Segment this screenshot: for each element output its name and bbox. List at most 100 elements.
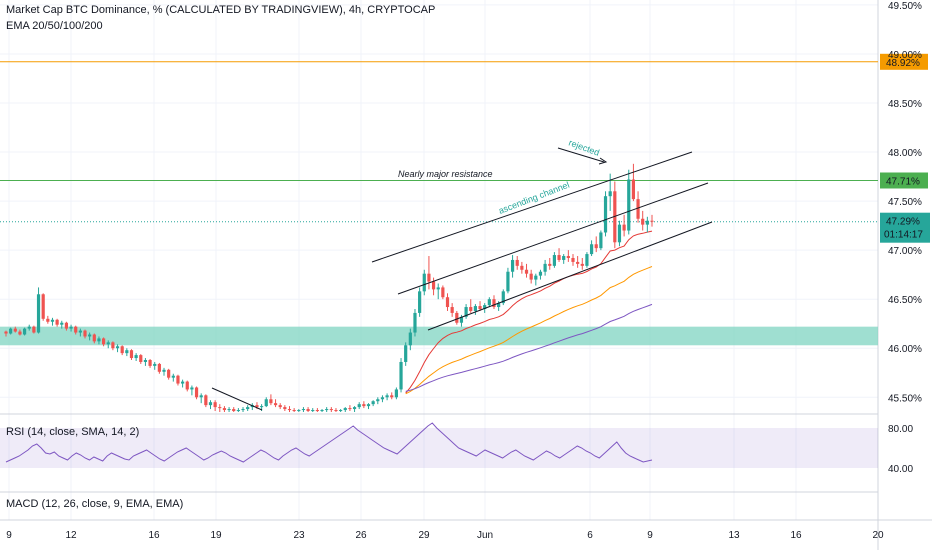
- price-tick: 49.00%: [888, 50, 922, 61]
- candle-body: [232, 409, 236, 412]
- candle-body: [269, 399, 273, 404]
- candle: [297, 409, 301, 412]
- candle-body: [529, 273, 533, 280]
- ema-lines: [405, 230, 653, 395]
- candle: [27, 324, 31, 331]
- candle: [176, 374, 180, 386]
- candle: [390, 392, 394, 400]
- candle-body: [538, 271, 543, 276]
- candle-body: [218, 407, 222, 409]
- candle: [487, 297, 491, 308]
- candle-body: [120, 346, 124, 354]
- candle-body: [501, 291, 505, 304]
- candle: [515, 256, 519, 270]
- candle: [543, 259, 547, 276]
- candle-body: [436, 287, 440, 290]
- candle: [60, 320, 64, 329]
- candle: [520, 261, 524, 274]
- candle: [622, 214, 626, 237]
- candle-body: [55, 319, 59, 325]
- candle: [64, 321, 69, 331]
- candle-body: [157, 363, 161, 372]
- candle: [636, 191, 640, 223]
- candle: [534, 273, 538, 286]
- candle: [562, 254, 566, 264]
- candle-body: [134, 355, 138, 359]
- candle-body: [450, 307, 454, 313]
- candle-body: [427, 273, 431, 282]
- candle-body: [143, 360, 148, 362]
- candle-body: [106, 342, 110, 345]
- candle: [278, 403, 282, 410]
- time-tick: 19: [210, 530, 222, 541]
- time-axis: 9 12 16 19 23 26 29 Jun 6 9 13 16 20: [6, 530, 884, 541]
- candle-body: [627, 179, 631, 231]
- price-tick: 47.50%: [888, 197, 922, 208]
- channel-line: [211, 387, 263, 411]
- candle-body: [622, 224, 626, 231]
- candle: [306, 407, 310, 412]
- candle: [566, 250, 570, 262]
- candle: [246, 405, 250, 412]
- candle-body: [418, 291, 422, 313]
- candle-body: [585, 254, 589, 266]
- candle-body: [334, 410, 338, 412]
- candle-body: [473, 306, 477, 311]
- candle-body: [636, 199, 640, 219]
- price-tick: 46.50%: [888, 295, 922, 306]
- candle-body: [283, 407, 287, 410]
- candle-body: [576, 261, 580, 264]
- candle-body: [306, 409, 310, 412]
- arrow-head-icon: [598, 157, 608, 165]
- candle: [287, 406, 292, 412]
- candle-body: [408, 332, 412, 346]
- candle: [413, 309, 417, 337]
- candle: [222, 406, 227, 412]
- price-tick: 48.50%: [888, 99, 922, 110]
- candle: [13, 326, 17, 333]
- candle-body: [497, 303, 501, 308]
- candle-body: [520, 265, 524, 270]
- countdown-label: 01:14:17: [884, 230, 923, 241]
- candle-body: [371, 401, 375, 405]
- candle: [617, 220, 622, 247]
- price-level-tag: [880, 172, 928, 189]
- candle-body: [329, 409, 333, 411]
- time-tick: 20: [872, 530, 884, 541]
- candle-body: [255, 405, 259, 408]
- candle-body: [385, 395, 389, 398]
- candle-body: [273, 403, 278, 406]
- time-tick: 26: [355, 530, 367, 541]
- candle: [273, 399, 278, 408]
- candle-body: [543, 263, 547, 272]
- candle-body: [18, 331, 22, 335]
- candle: [627, 169, 631, 235]
- ema-line: [405, 230, 653, 394]
- candle-body: [357, 404, 361, 408]
- candle: [241, 407, 245, 412]
- candle: [510, 255, 515, 278]
- channel-line: [397, 182, 709, 295]
- candle: [120, 345, 124, 356]
- candle: [139, 354, 143, 364]
- candle-body: [162, 369, 166, 372]
- candle: [125, 348, 129, 357]
- candle: [269, 394, 273, 406]
- candle: [36, 287, 41, 334]
- candle-body: [515, 259, 519, 266]
- candle-body: [46, 318, 50, 322]
- candle-body: [97, 338, 101, 342]
- candle-body: [325, 409, 329, 411]
- candle: [478, 301, 482, 311]
- candle: [580, 257, 584, 270]
- candle: [88, 332, 92, 341]
- candle-body: [246, 407, 250, 410]
- candle-body: [422, 273, 426, 292]
- candle-body: [301, 409, 306, 411]
- candle-body: [376, 399, 380, 402]
- candle-body: [171, 375, 175, 378]
- candle-body: [366, 404, 371, 407]
- time-tick: 12: [65, 530, 77, 541]
- candle: [292, 408, 296, 412]
